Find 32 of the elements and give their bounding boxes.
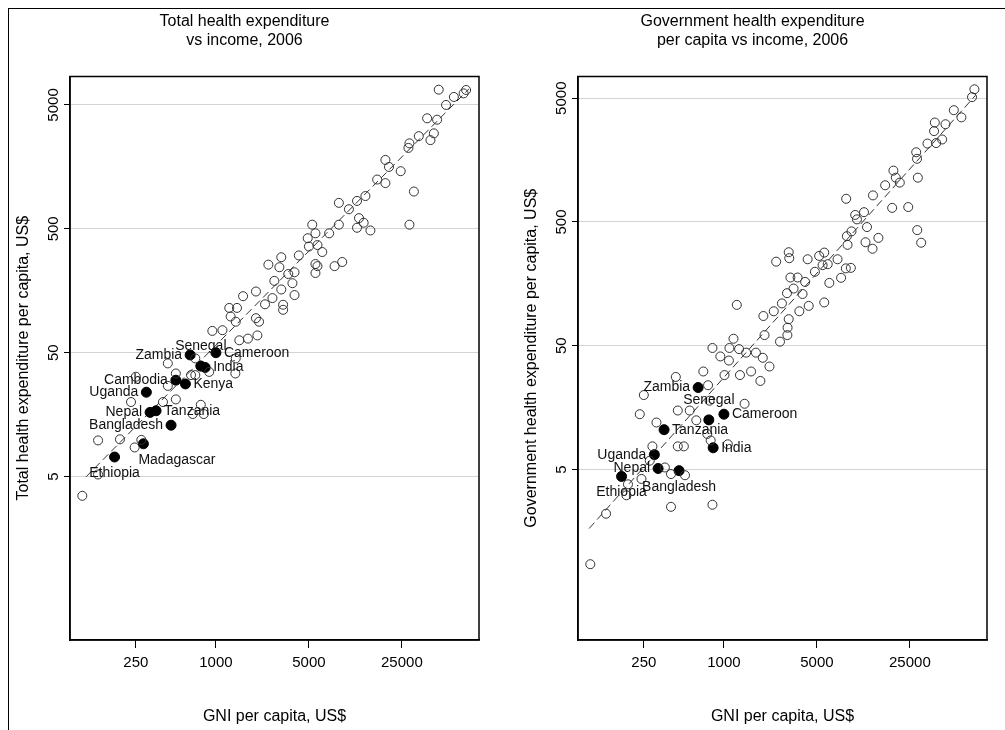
chart-title: Total health expenditure vs income, 2006 (159, 12, 330, 49)
y-tick-label: 5 (552, 465, 570, 474)
chart-title: Government health expenditure per capita vs income, 2006 (640, 12, 865, 49)
x-tick-label: 5000 (800, 653, 834, 671)
annotation: Ethiopia (89, 463, 141, 480)
y-axis-title: Total health expenditure per capita, US$ (14, 215, 32, 501)
y-tick-label: 5000 (552, 81, 570, 115)
annotation: India (213, 358, 244, 375)
x-tick-label: 250 (123, 653, 149, 671)
x-tick-label: 25000 (889, 653, 931, 671)
annotation: Uganda (89, 383, 139, 400)
y-tick-label: 50 (552, 337, 570, 355)
y-tick-label: 5 (44, 472, 62, 481)
x-tick-label: 1000 (707, 653, 741, 671)
x-tick-label: 250 (631, 653, 657, 671)
annotation: Tanzania (672, 420, 729, 437)
annotation: Nepal (105, 403, 143, 420)
y-tick-label: 5000 (44, 88, 62, 122)
annotation: Cameroon (731, 405, 798, 422)
annotation: India (721, 438, 752, 455)
y-tick-label: 500 (44, 216, 62, 242)
annotation: Kenya (193, 374, 234, 391)
y-axis-title: Government health expenditure per capita, US$ (522, 188, 540, 528)
x-tick-label: 25000 (381, 653, 423, 671)
annotation: Madagascar (138, 450, 216, 467)
x-axis-title: GNI per capita, US$ (710, 706, 855, 724)
x-tick-label: 5000 (292, 653, 326, 671)
x-tick-label: 1000 (199, 653, 233, 671)
x-axis-title: GNI per capita, US$ (202, 706, 347, 724)
y-tick-label: 50 (44, 344, 62, 362)
annotation: Uganda (597, 445, 647, 462)
y-tick-label: 500 (552, 209, 570, 235)
